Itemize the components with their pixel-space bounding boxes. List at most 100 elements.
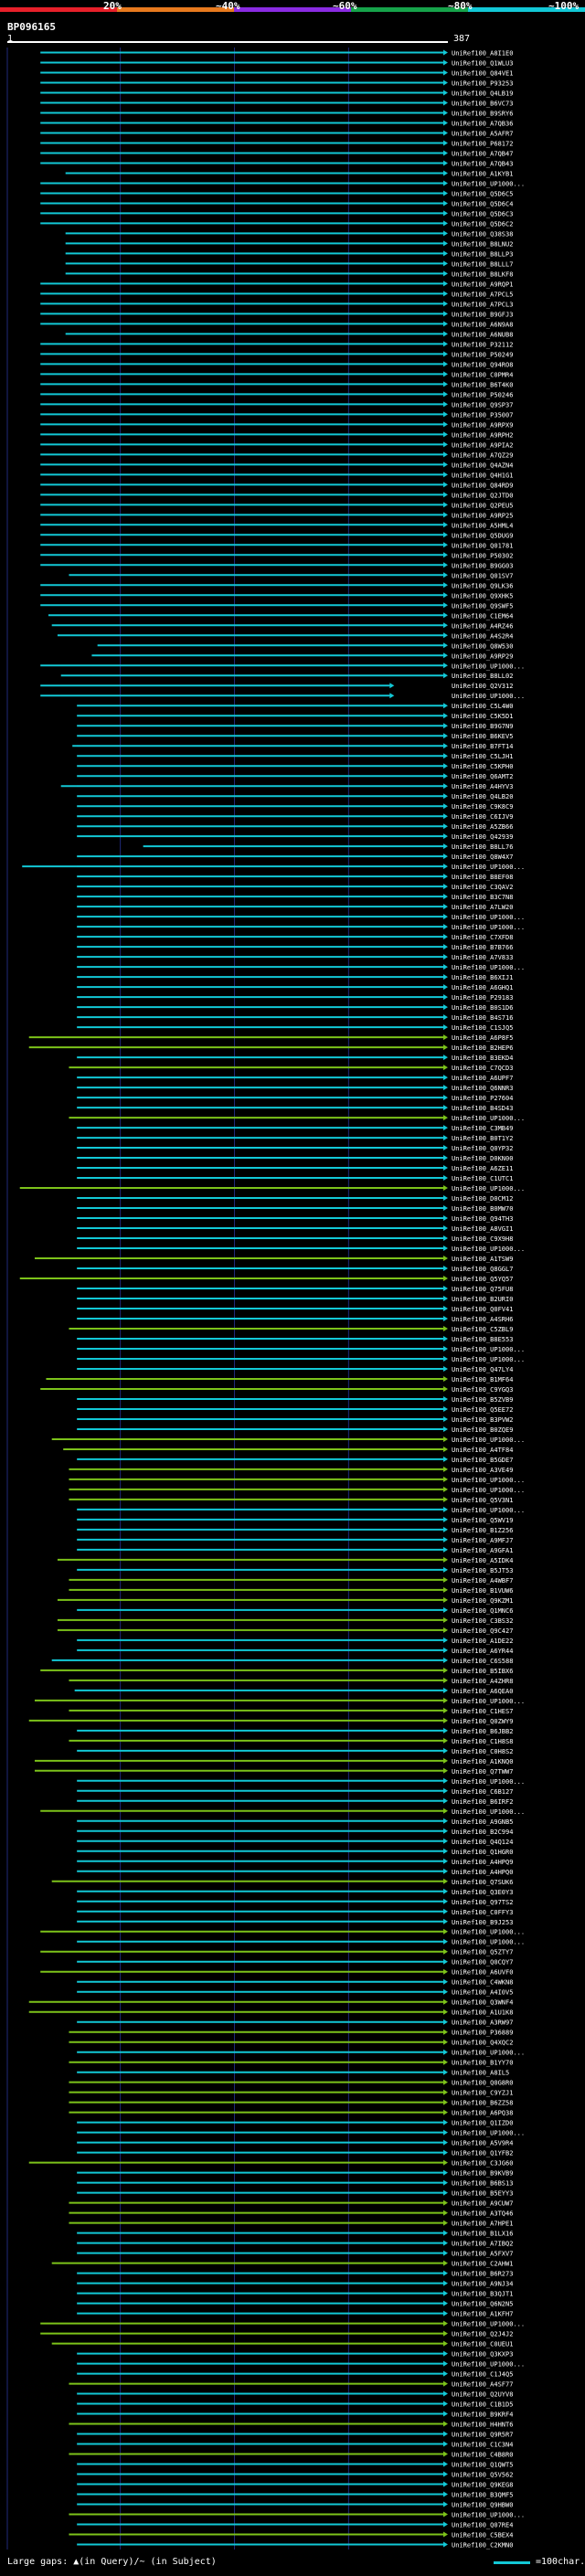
- hit-arrow: [443, 703, 448, 709]
- hit-arrow: [443, 220, 448, 227]
- hit-arrow: [443, 391, 448, 398]
- hit-label: UniRef100_C6IJV9: [452, 813, 513, 821]
- hit-arrow: [443, 1566, 448, 1573]
- hit-arrow: [443, 2109, 448, 2115]
- hit-arrow: [443, 1135, 448, 1141]
- hit-label: UniRef100_A7PCL5: [452, 291, 513, 298]
- hit-arrow: [443, 210, 448, 217]
- hit-arrow: [443, 441, 448, 448]
- hit-arrow: [443, 270, 448, 277]
- legend-scale-label: =100char.: [536, 2557, 585, 2567]
- hit-arrow: [443, 1335, 448, 1341]
- hit-label: UniRef100_B7B766: [452, 944, 513, 951]
- hit-arrow: [443, 431, 448, 438]
- hit-label: UniRef100_Q9KEG8: [452, 2482, 513, 2489]
- hit-label: UniRef100_Q5D6C3: [452, 210, 513, 217]
- hit-arrow: [443, 1195, 448, 1202]
- hit-label: UniRef100_Q2UYV8: [452, 2391, 513, 2399]
- hit-label: UniRef100_B5IBX6: [452, 1668, 513, 1675]
- hit-label: UniRef100_C9X9H8: [452, 1235, 513, 1243]
- hit-label: UniRef100_Q5EE72: [452, 1406, 513, 1414]
- hit-arrow: [443, 2039, 448, 2045]
- hit-label: UniRef100_A1KFH7: [452, 2311, 513, 2318]
- hit-label: UniRef100_Q2J4J2: [452, 2331, 513, 2338]
- hit-arrow: [443, 592, 448, 599]
- hit-label: UniRef100_A4I0V5: [452, 1989, 513, 1997]
- hit-arrow: [443, 1125, 448, 1131]
- hit-arrow: [443, 1737, 448, 1744]
- scale-label-20: 20%: [103, 0, 122, 12]
- hit-arrow: [443, 1105, 448, 1111]
- hit-arrow: [443, 1246, 448, 1252]
- hit-arrow: [443, 1175, 448, 1182]
- hit-arrow: [443, 1325, 448, 1331]
- hit-label: UniRef100_Q3WNF4: [452, 1999, 513, 2007]
- hit-arrow: [443, 1044, 448, 1051]
- hit-arrow: [443, 833, 448, 840]
- hit-label: UniRef100_A7QB43: [452, 160, 513, 167]
- hit-label: UniRef100_B8LL02: [452, 673, 513, 680]
- hit-arrow: [443, 622, 448, 629]
- hit-arrow: [443, 381, 448, 387]
- hit-label: UniRef100_C4WKN8: [452, 1979, 513, 1987]
- hit-label: UniRef100_C1J4Q5: [452, 2371, 513, 2379]
- hit-label: UniRef100_D0CM12: [452, 1195, 513, 1203]
- hit-arrow: [443, 1476, 448, 1482]
- hit-label: UniRef100_Q9SWF5: [452, 602, 513, 610]
- hit-arrow: [443, 2370, 448, 2377]
- hit-arrow: [443, 582, 448, 588]
- hit-label: UniRef100_UP1000...: [452, 663, 525, 670]
- hit-label: UniRef100_A1DE22: [452, 1638, 513, 1645]
- hit-arrow: [443, 1516, 448, 1522]
- hit-arrow: [443, 482, 448, 488]
- hit-arrow: [443, 864, 448, 870]
- hit-arrow: [443, 1436, 448, 1442]
- hit-label: UniRef100_C0UEU1: [452, 2341, 513, 2348]
- hit-label: UniRef100_UP1000...: [452, 1477, 525, 1484]
- hit-label: UniRef100_UP1000...: [452, 2050, 525, 2057]
- hit-label: UniRef100_A8VGI1: [452, 1225, 513, 1233]
- hit-arrow: [443, 492, 448, 498]
- hit-arrow: [443, 2220, 448, 2226]
- hit-arrow: [443, 1004, 448, 1011]
- hit-label: UniRef100_Q47LY4: [452, 1366, 513, 1373]
- hit-arrow: [443, 311, 448, 317]
- hit-arrow: [443, 461, 448, 468]
- hit-label: UniRef100_C3JG60: [452, 2160, 513, 2168]
- hit-arrow: [443, 1365, 448, 1372]
- hit-arrow: [443, 1296, 448, 1301]
- hit-arrow: [443, 1828, 448, 1834]
- hit-arrow: [443, 321, 448, 327]
- hit-arrow: [443, 1807, 448, 1814]
- hit-arrow: [443, 1787, 448, 1794]
- hit-label: UniRef100_B5JT53: [452, 1567, 513, 1574]
- hit-arrow: [443, 723, 448, 729]
- hit-arrow: [443, 1928, 448, 1935]
- hit-label: UniRef100_UP1000...: [452, 1436, 525, 1444]
- hit-arrow: [443, 1948, 448, 1955]
- hit-arrow: [443, 1526, 448, 1532]
- hit-label: UniRef100_C5ZBL9: [452, 1326, 513, 1333]
- hit-arrow: [443, 713, 448, 719]
- hit-label: UniRef100_C7XFD8: [452, 934, 513, 941]
- hit-arrow: [443, 1185, 448, 1192]
- hit-label: UniRef100_B7FT14: [452, 743, 513, 750]
- hit-label: UniRef100_B0ZQE9: [452, 1426, 513, 1434]
- hit-arrow: [443, 2401, 448, 2407]
- hit-label: UniRef100_Q5V3N1: [452, 1497, 513, 1504]
- hit-label: UniRef100_Q0FV41: [452, 1306, 513, 1313]
- scale-segment-red: [0, 7, 117, 12]
- hit-label: UniRef100_B5EYY3: [452, 2190, 513, 2198]
- hit-label: UniRef100_A6UVF0: [452, 1969, 513, 1977]
- hit-arrow: [443, 663, 448, 669]
- hit-label: UniRef100_Q3E0Y3: [452, 1889, 513, 1896]
- hit-arrow: [443, 281, 448, 287]
- hit-label: UniRef100_C3QAV2: [452, 884, 513, 891]
- hit-arrow: [443, 843, 448, 850]
- hit-arrow: [443, 2189, 448, 2196]
- hit-label: UniRef100_B6BS13: [452, 2180, 513, 2188]
- hit-label: UniRef100_A4HYV3: [452, 783, 513, 790]
- hit-arrow: [443, 1014, 448, 1021]
- hit-arrow: [443, 1215, 448, 1222]
- hit-label: UniRef100_A6NUB8: [452, 331, 513, 338]
